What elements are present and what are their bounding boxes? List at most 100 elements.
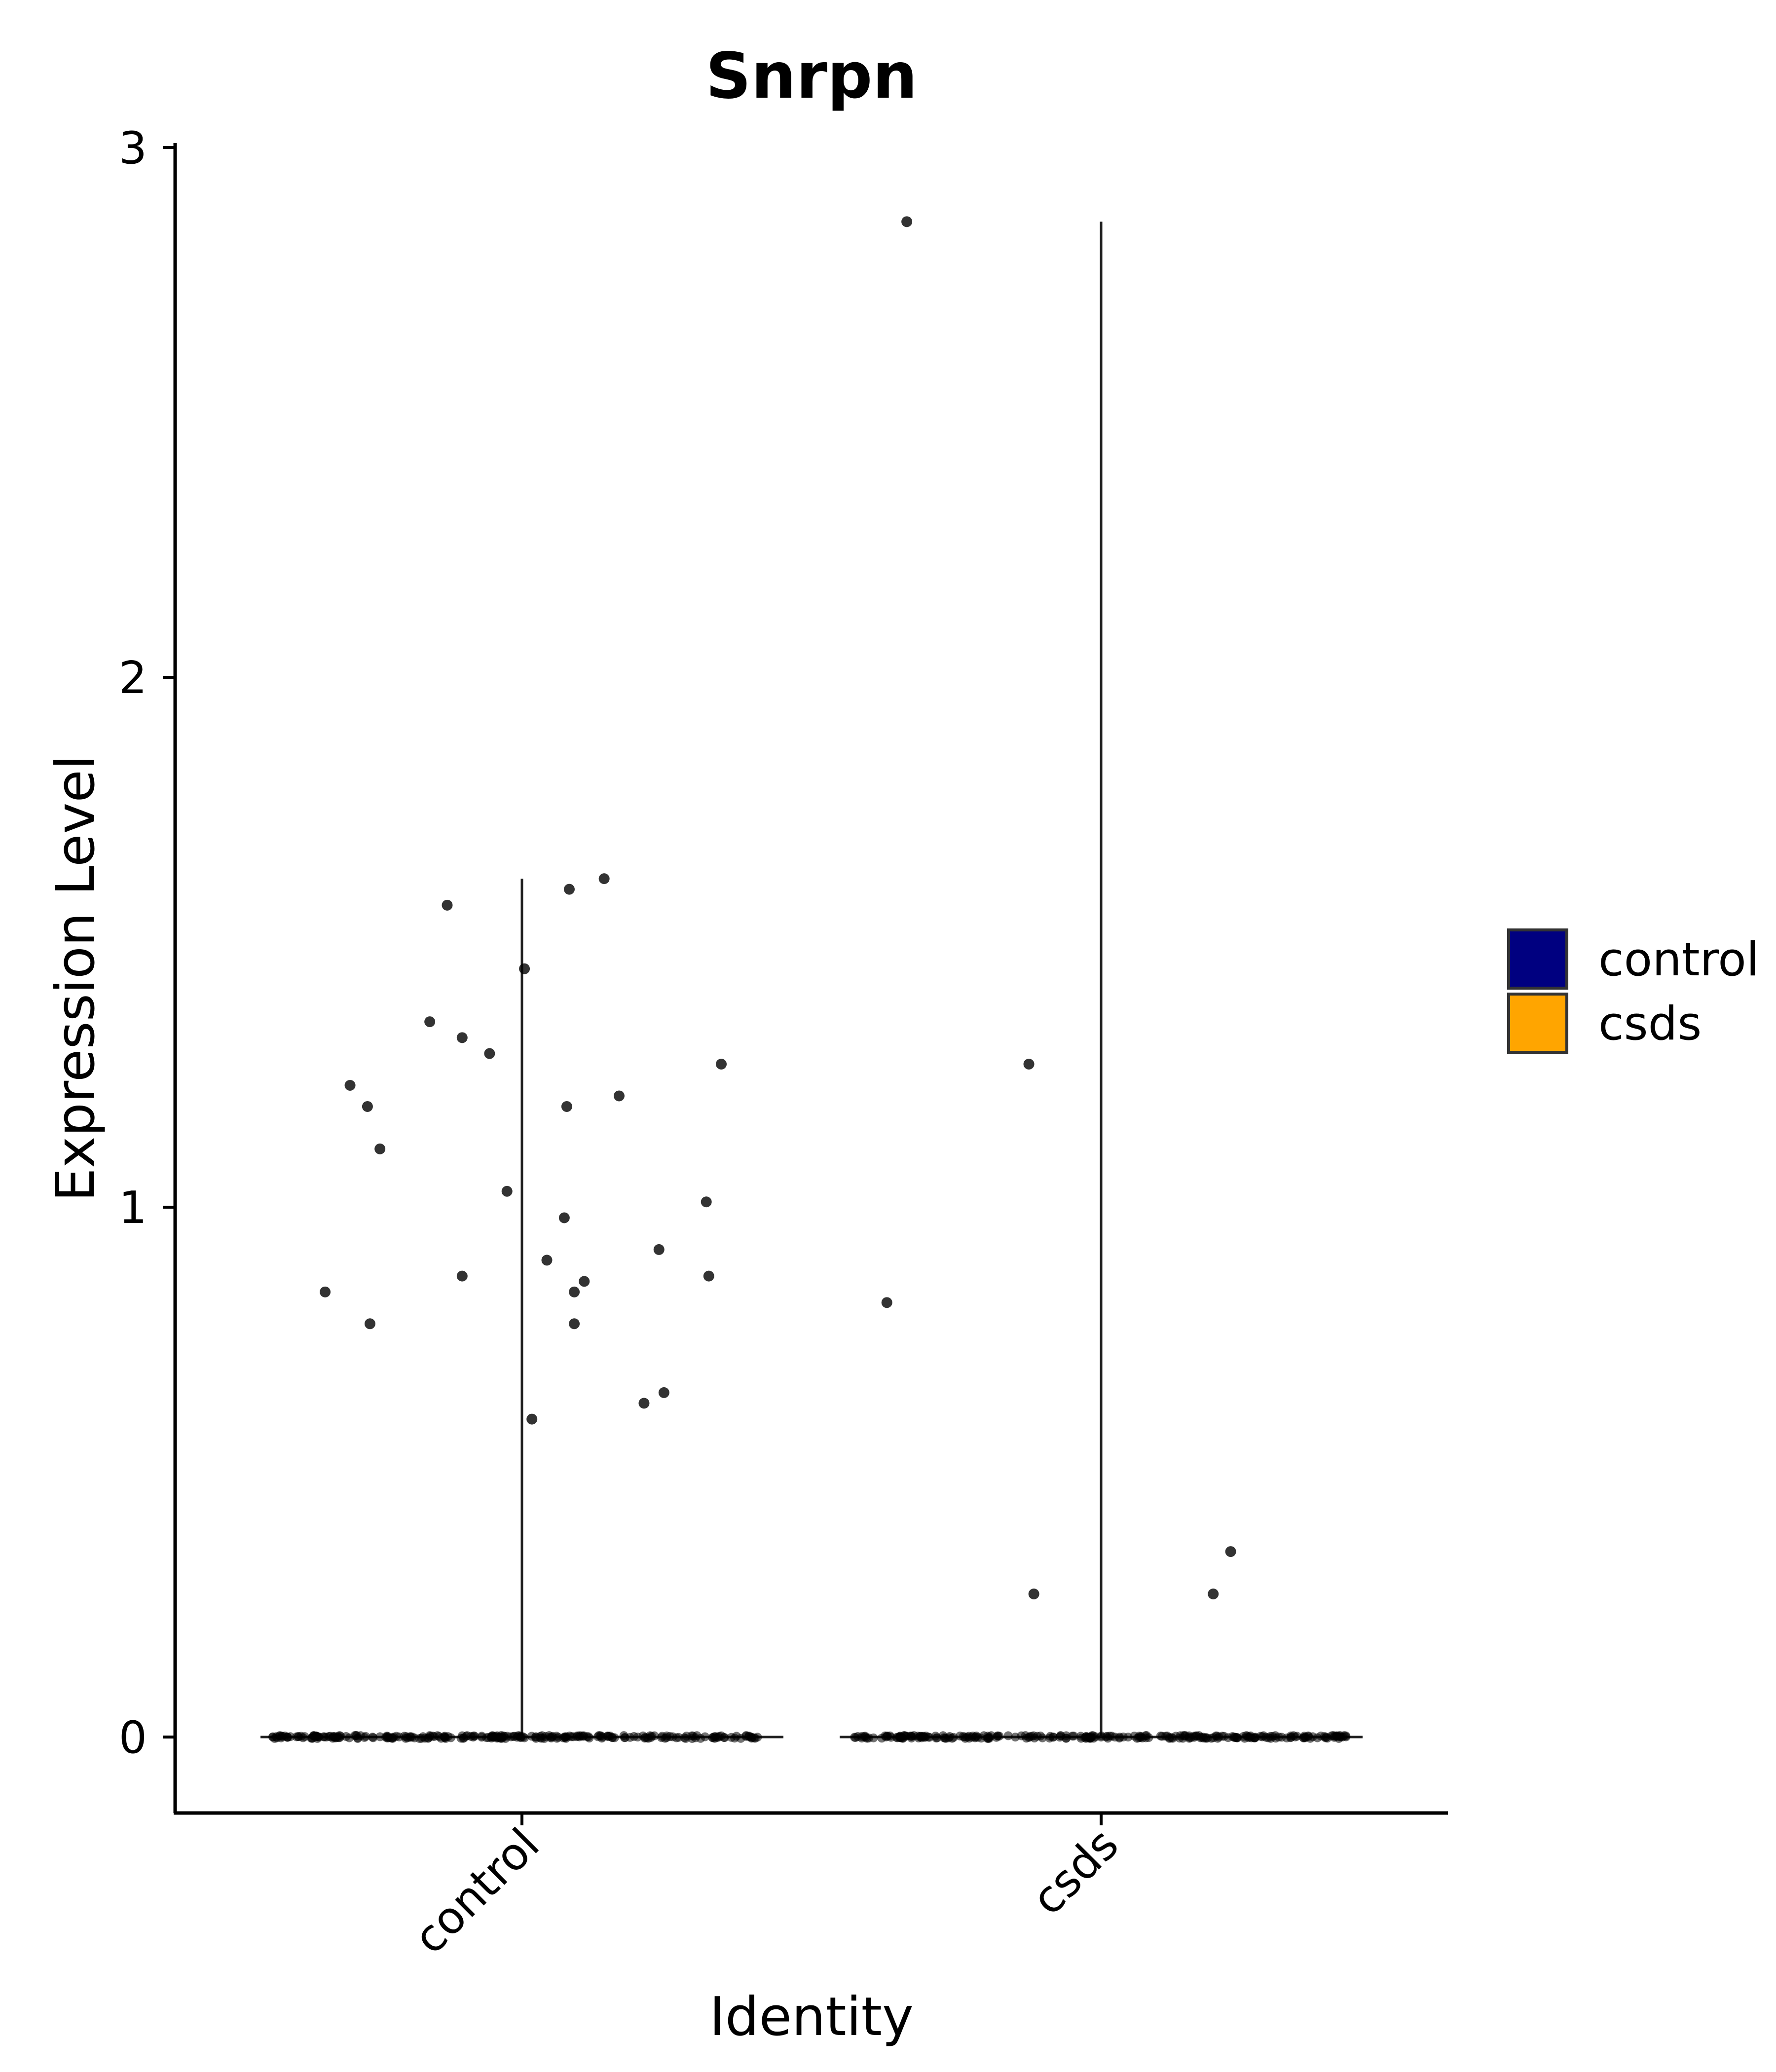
legend-swatch-control [1507,928,1568,990]
data-point [498,1734,507,1743]
data-point [527,1732,536,1741]
x-tick-label-csds: csds [1022,1818,1129,1925]
data-point [1171,1732,1181,1741]
data-point [619,1731,629,1740]
data-point [1320,1732,1329,1741]
data-point [1299,1732,1309,1741]
data-point [886,1731,894,1740]
data-point-control-23 [653,1244,665,1255]
data-point [489,1733,498,1742]
data-point-control-11 [519,963,530,974]
data-point [283,1733,292,1742]
data-point-control-17 [569,1286,580,1297]
data-point-control-20 [598,873,610,885]
zero-points-control [268,1731,762,1743]
plot-area [260,216,1363,1743]
data-point [1161,1732,1170,1741]
data-point [857,1732,866,1741]
data-point [931,1734,941,1742]
ticks: control csds 0 1 2 3 [119,122,1129,1964]
data-point [558,1733,568,1742]
data-point [983,1732,993,1741]
data-point [948,1734,957,1743]
data-point [1080,1733,1090,1742]
data-point [406,1733,415,1742]
data-point [1030,1734,1039,1742]
data-point-control-26 [703,1270,714,1282]
data-point-control-4 [374,1143,386,1154]
data-point [970,1733,980,1742]
data-point [440,1733,449,1742]
data-point [415,1734,424,1743]
data-point [296,1732,306,1741]
y-axis-title: Expression Level [45,755,107,1202]
data-point-control-18 [569,1318,580,1330]
x-axis-title: Identity [709,1986,914,2048]
data-point [657,1733,666,1742]
data-point-csds-4 [1208,1589,1219,1600]
y-tick-label-3: 3 [119,122,147,174]
data-point [1110,1733,1119,1742]
data-point-control-5 [424,1016,436,1028]
data-point [482,1733,491,1742]
data-point [360,1733,369,1742]
data-point-csds-3 [1028,1589,1039,1600]
data-point [520,1733,529,1742]
data-point-control-21 [613,1090,625,1102]
data-point [425,1732,435,1741]
data-point-control-9 [484,1048,495,1059]
data-point [1056,1731,1065,1740]
data-point [584,1732,593,1741]
y-tick-label-2: 2 [119,652,147,704]
data-point [1313,1733,1322,1742]
data-point [640,1734,649,1743]
data-point [462,1732,471,1741]
data-point [573,1731,582,1740]
data-point [341,1732,351,1741]
data-point-control-13 [541,1255,553,1266]
data-point-control-10 [501,1185,513,1197]
data-point [732,1732,741,1741]
data-point [1211,1731,1221,1740]
zero-points-csds [850,1731,1351,1743]
y-tick-label-1: 1 [119,1182,147,1234]
data-point-csds-0 [901,216,913,227]
data-point [1230,1733,1239,1742]
data-point [901,1732,911,1741]
data-point [720,1733,729,1742]
data-point [1086,1733,1096,1742]
data-point-control-3 [364,1318,375,1330]
data-point [1201,1734,1211,1743]
x-tick-label-control: control [404,1818,550,1964]
data-point-control-22 [638,1398,650,1409]
data-point-control-19 [579,1276,590,1287]
data-point [1286,1731,1295,1740]
data-point [382,1732,392,1741]
data-point [333,1732,342,1741]
data-point [995,1732,1004,1741]
data-point [629,1732,639,1741]
data-point [892,1733,902,1742]
data-point [594,1731,603,1740]
data-point-control-24 [658,1387,669,1398]
data-point [1096,1733,1106,1742]
data-point [369,1733,378,1742]
y-tick-label-0: 0 [119,1712,147,1764]
data-point [913,1732,923,1741]
data-point-control-12 [526,1413,538,1425]
data-point-control-6 [442,899,453,911]
data-point-csds-2 [1023,1059,1035,1070]
data-point [647,1732,656,1741]
data-point [701,1732,710,1741]
data-point [1011,1733,1020,1742]
data-point [741,1731,751,1740]
data-point [1038,1733,1047,1742]
data-point-control-2 [362,1101,373,1112]
data-point [1251,1733,1260,1742]
data-point-csds-5 [1225,1546,1236,1557]
data-point-control-25 [701,1196,712,1208]
data-point [1240,1734,1249,1743]
data-point [275,1731,285,1740]
